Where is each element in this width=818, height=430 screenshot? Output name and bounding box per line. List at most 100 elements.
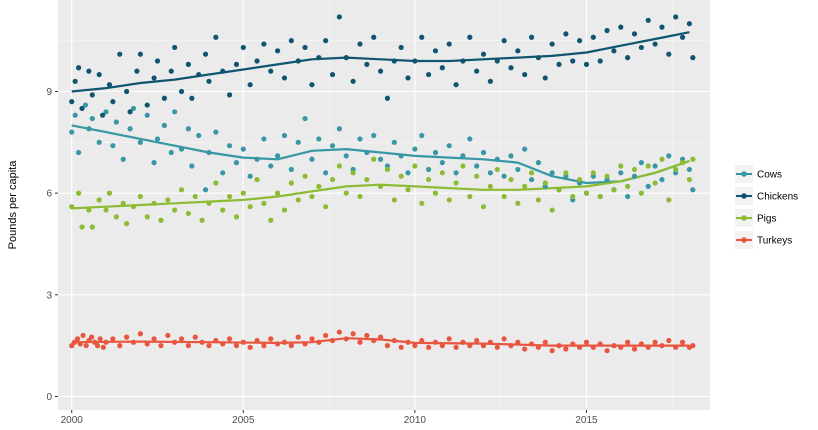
chickens-point (295, 58, 301, 64)
turkeys-point (659, 343, 665, 349)
pigs-point (673, 166, 679, 173)
chickens-point (563, 31, 569, 37)
chickens-point (202, 51, 209, 57)
chickens-point (686, 21, 693, 27)
pigs-point (288, 180, 294, 186)
chickens-point (453, 82, 459, 88)
pigs-point (522, 183, 528, 189)
turkeys-point (583, 339, 590, 345)
pigs-point (556, 187, 562, 193)
cows-point (336, 126, 342, 132)
chickens-point (412, 58, 418, 64)
y-tick-label: 9 (46, 87, 52, 98)
turkeys-point (94, 343, 101, 349)
cows-point (690, 187, 696, 193)
turkeys-point (384, 343, 391, 349)
pigs-point (254, 176, 260, 183)
pigs-point (371, 156, 377, 162)
chickens-point (96, 71, 102, 78)
turkeys-point (625, 339, 631, 345)
cows-point (460, 153, 466, 159)
cows-point (329, 143, 336, 149)
pigs-point (604, 173, 610, 179)
chickens-point (189, 95, 195, 101)
pigs-point (659, 156, 665, 162)
turkeys-point (652, 339, 658, 345)
pigs-point (295, 197, 301, 203)
cows-point (364, 149, 370, 156)
legend-dot-pigs (741, 215, 747, 221)
pigs-point (79, 224, 85, 230)
chickens-point (254, 58, 260, 64)
pigs-point (453, 180, 459, 186)
turkeys-point (350, 331, 356, 337)
pigs-point (275, 190, 281, 196)
turkeys-point (597, 341, 603, 347)
chickens-point (556, 61, 562, 67)
chickens-point (549, 41, 555, 47)
turkeys-point (405, 339, 411, 345)
pigs-point (690, 156, 696, 162)
cows-point (240, 146, 246, 152)
y-tick-label: 3 (46, 290, 52, 301)
pigs-point (240, 190, 246, 196)
chickens-point (446, 41, 452, 47)
cows-point (113, 119, 119, 125)
cows-point (261, 136, 267, 142)
chickens-point (357, 41, 363, 47)
turkeys-point (178, 336, 185, 342)
turkeys-point (446, 336, 452, 342)
chickens-point (467, 34, 473, 40)
turkeys-point (281, 339, 288, 345)
pigs-point (350, 170, 356, 176)
turkeys-point (130, 339, 137, 345)
cows-point (89, 115, 95, 122)
cows-point (371, 132, 377, 139)
cows-point (439, 160, 445, 166)
turkeys-point (247, 344, 253, 350)
turkeys-point (542, 339, 548, 345)
turkeys-point (240, 339, 246, 345)
pigs-point (302, 173, 308, 179)
turkeys-point (110, 336, 116, 342)
turkeys-point (577, 344, 583, 350)
cows-point (549, 170, 555, 176)
pigs-point (508, 176, 514, 183)
x-axis: 2000 2005 2010 2015 (61, 410, 598, 426)
chickens-point (371, 34, 377, 40)
turkeys-point (185, 343, 191, 349)
cows-point (202, 187, 209, 193)
cows-point (189, 163, 195, 169)
cows-points (69, 102, 696, 203)
chickens-point (196, 71, 202, 78)
turkeys-point (309, 336, 315, 342)
turkeys-point (377, 334, 384, 340)
x-tick-label: 2000 (61, 415, 84, 426)
chickens-point (110, 99, 116, 105)
chickens-point (240, 44, 246, 51)
pigs-point (178, 187, 185, 193)
cows-point (357, 136, 363, 142)
legend-label-pigs: Pigs (757, 214, 776, 225)
cows-point (69, 129, 75, 135)
cows-point (686, 166, 693, 173)
pigs-point (172, 207, 178, 213)
pigs-point (645, 163, 651, 169)
chickens-point (501, 38, 507, 44)
chickens-point (611, 48, 617, 54)
pigs-point (398, 173, 404, 179)
cows-point (480, 149, 487, 156)
legend-dot-turkeys (741, 237, 747, 243)
turkeys-point (631, 346, 638, 352)
pigs-point (494, 166, 500, 173)
cows-point (659, 176, 665, 183)
chickens-point (597, 58, 603, 64)
chickens-point (625, 55, 631, 61)
cows-point (446, 143, 452, 149)
cows-point (288, 166, 294, 173)
pigs-point (329, 176, 336, 183)
cows-point (419, 132, 425, 139)
pigs-point (515, 200, 521, 206)
pigs-point (501, 193, 507, 200)
chickens-point (577, 38, 583, 44)
